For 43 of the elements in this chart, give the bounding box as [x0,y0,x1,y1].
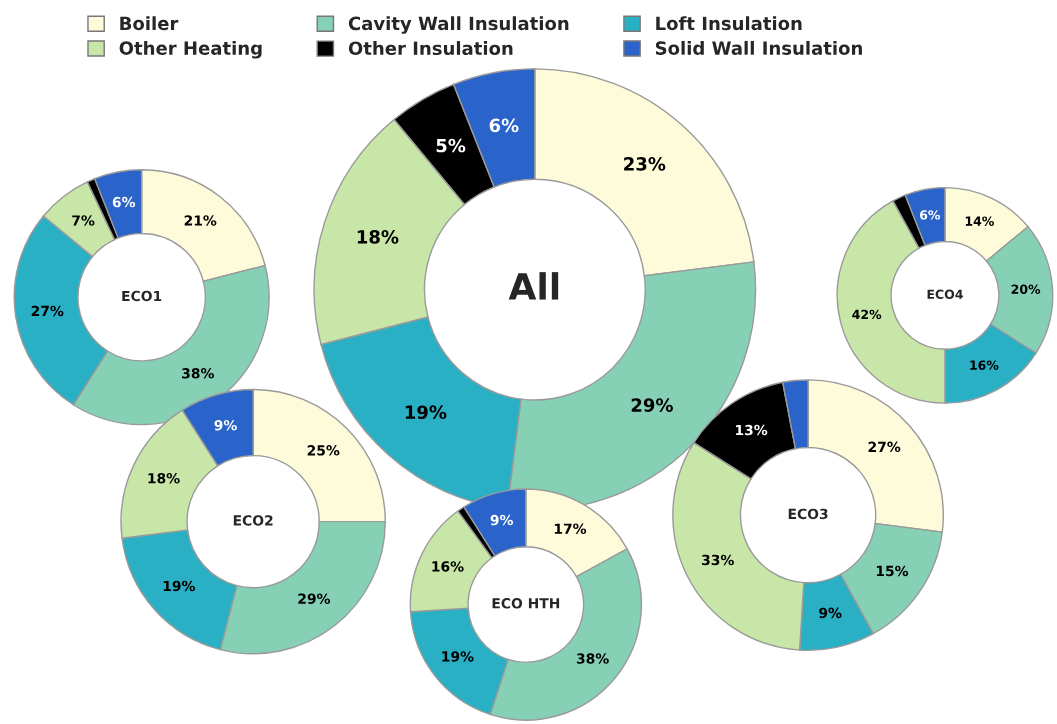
text: ECO1 [122,290,162,302]
legend-label: Boiler [120,16,179,31]
text: ECO3 [788,508,828,520]
data-label: 7% [72,215,95,226]
data-label: 21% [184,215,217,226]
legend-label: Loft Insulation [656,16,802,31]
data-label: 5% [436,138,466,153]
data-label: 27% [31,305,64,317]
data-label: 27% [868,441,901,453]
data-label: 20% [1011,284,1041,294]
data-label: 16% [970,360,999,370]
data-label: 19% [405,405,447,420]
data-label: 33% [702,554,734,566]
text: All [508,272,559,300]
data-label: 42% [852,309,882,320]
data-label: 15% [876,565,909,577]
legend-label: Other Insulation [348,41,513,56]
data-label: 14% [965,216,994,226]
data-label: 9% [819,607,842,619]
data-label: 9% [214,420,237,431]
data-label: 18% [148,472,180,484]
data-label: 25% [307,445,340,456]
data-label: 6% [112,196,136,208]
data-label: 13% [736,424,768,436]
legend-label: Cavity Wall Insulation [348,16,569,34]
data-label: 38% [576,653,609,664]
data-label: 6% [919,210,941,220]
data-label: 18% [357,230,399,244]
legend-label: Solid Wall Insulation [655,40,862,55]
data-label: 23% [624,157,666,171]
data-label: 19% [163,580,195,592]
data-label: 6% [489,118,519,133]
data-label: 38% [182,368,214,379]
data-label: 29% [631,398,673,412]
data-label: 17% [554,523,587,534]
data-label: 9% [490,514,514,526]
text: ECO HTH [492,598,560,609]
text: ECO4 [927,289,963,300]
data-label: 19% [442,651,474,662]
data-label: 29% [298,593,331,604]
legend-label: Other Heating [119,40,262,59]
text: ECO2 [233,515,273,526]
data-label: 16% [432,561,464,572]
